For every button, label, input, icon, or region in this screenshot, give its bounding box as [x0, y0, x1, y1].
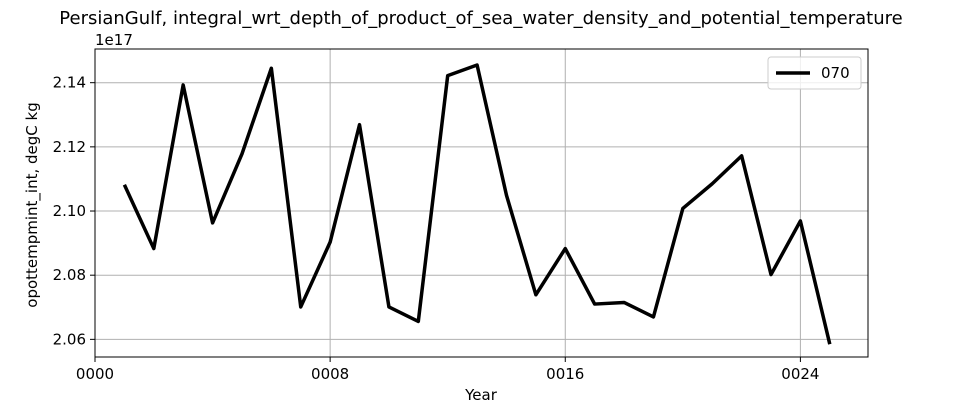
x-tick-label: 0000 — [76, 365, 114, 383]
y-tick-label: 2.08 — [53, 266, 86, 284]
x-axis-label: Year — [464, 386, 498, 404]
y-axis-offset-label: 1e17 — [95, 31, 133, 49]
y-tick-label: 2.14 — [53, 74, 86, 92]
x-axis: 0000 0008 0016 0024 — [76, 357, 819, 383]
series-line-070 — [122, 63, 832, 345]
x-tick-label: 0016 — [546, 365, 584, 383]
y-tick-label: 2.06 — [53, 330, 86, 348]
y-axis: 2.06 2.08 2.10 2.12 2.14 — [53, 74, 95, 348]
y-axis-label: opottempmint_int, degC kg — [23, 102, 42, 307]
x-tick-label: 0024 — [781, 365, 819, 383]
series-layer — [122, 63, 832, 345]
plot-area-frame — [94, 48, 869, 358]
y-tick-label: 2.10 — [53, 202, 86, 220]
legend-label-070: 070 — [821, 64, 850, 82]
chart-title: PersianGulf, integral_wrt_depth_of_produ… — [59, 8, 902, 29]
legend: 070 — [767, 56, 862, 90]
legend-box — [767, 56, 862, 90]
x-tick-label: 0008 — [311, 365, 349, 383]
y-tick-label: 2.12 — [53, 138, 86, 156]
